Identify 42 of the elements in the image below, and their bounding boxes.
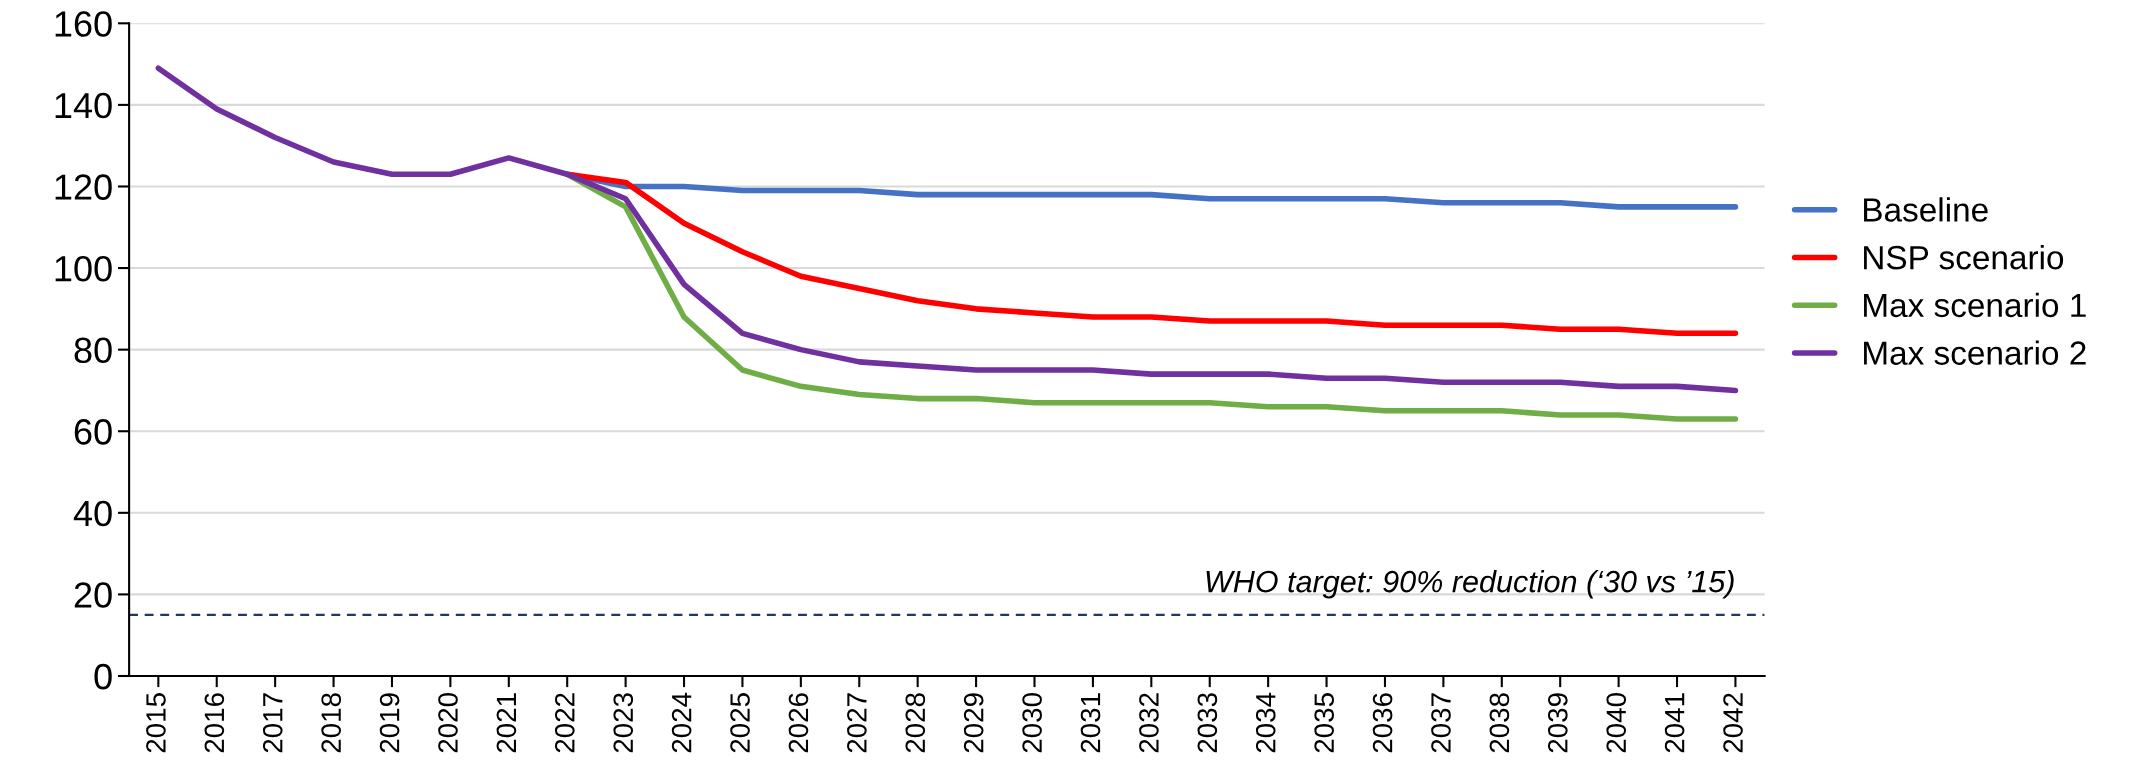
legend-label: Baseline <box>1864 197 1988 222</box>
x-tick-label: 2036 <box>1372 693 1393 753</box>
x-tick-label: 2030 <box>1022 693 1042 753</box>
x-tick-label: 2028 <box>905 693 926 753</box>
x-tick-label: 2020 <box>438 693 458 753</box>
legend-label: NSP scenario <box>1864 244 2064 270</box>
x-tick-label: 2033 <box>1197 693 1218 753</box>
y-tick-label: 120 <box>55 174 112 200</box>
x-tick-label: 2022 <box>554 693 575 753</box>
x-tick-label: 2017 <box>262 693 283 753</box>
x-tick-label: 2019 <box>379 693 400 753</box>
x-tick-label: 2026 <box>788 693 809 753</box>
x-tick-label: 2027 <box>847 693 867 753</box>
x-tick-label: 2041 <box>1664 693 1685 753</box>
x-tick-label: 2040 <box>1606 693 1627 753</box>
ref-line-label: WHO target: 90% reduction (‘30 vs ’15) <box>1206 570 1734 599</box>
x-tick-label: 2042 <box>1723 693 1743 753</box>
y-tick-label: 40 <box>73 500 112 527</box>
x-tick-label: 2023 <box>613 693 634 753</box>
legend-label: Max scenario 1 <box>1864 292 2086 318</box>
x-tick-label: 2015 <box>146 693 166 753</box>
x-tick-label: 2025 <box>730 693 750 753</box>
y-tick-label: 20 <box>74 582 112 608</box>
y-tick-label: 100 <box>55 255 112 282</box>
x-tick-label: 2018 <box>321 693 342 753</box>
x-tick-label: 2034 <box>1255 692 1276 753</box>
x-tick-label: 2024 <box>671 692 692 753</box>
x-tick-label: 2035 <box>1314 693 1335 753</box>
y-tick-label: 60 <box>74 419 112 445</box>
x-tick-label: 2031 <box>1080 693 1101 753</box>
x-tick-label: 2039 <box>1547 693 1568 753</box>
x-tick-label: 2016 <box>204 693 225 753</box>
y-tick-label: 0 <box>94 663 112 690</box>
y-tick-label: 160 <box>55 11 112 37</box>
y-tick-label: 80 <box>74 337 112 364</box>
x-tick-label: 2038 <box>1489 693 1510 753</box>
x-tick-label: 2029 <box>963 693 984 753</box>
x-tick-label: 2032 <box>1139 693 1159 753</box>
x-tick-label: 2021 <box>496 693 517 753</box>
x-tick-label: 2037 <box>1431 693 1451 753</box>
y-tick-label: 140 <box>55 92 112 119</box>
legend-label: Max scenario 2 <box>1864 340 2086 365</box>
